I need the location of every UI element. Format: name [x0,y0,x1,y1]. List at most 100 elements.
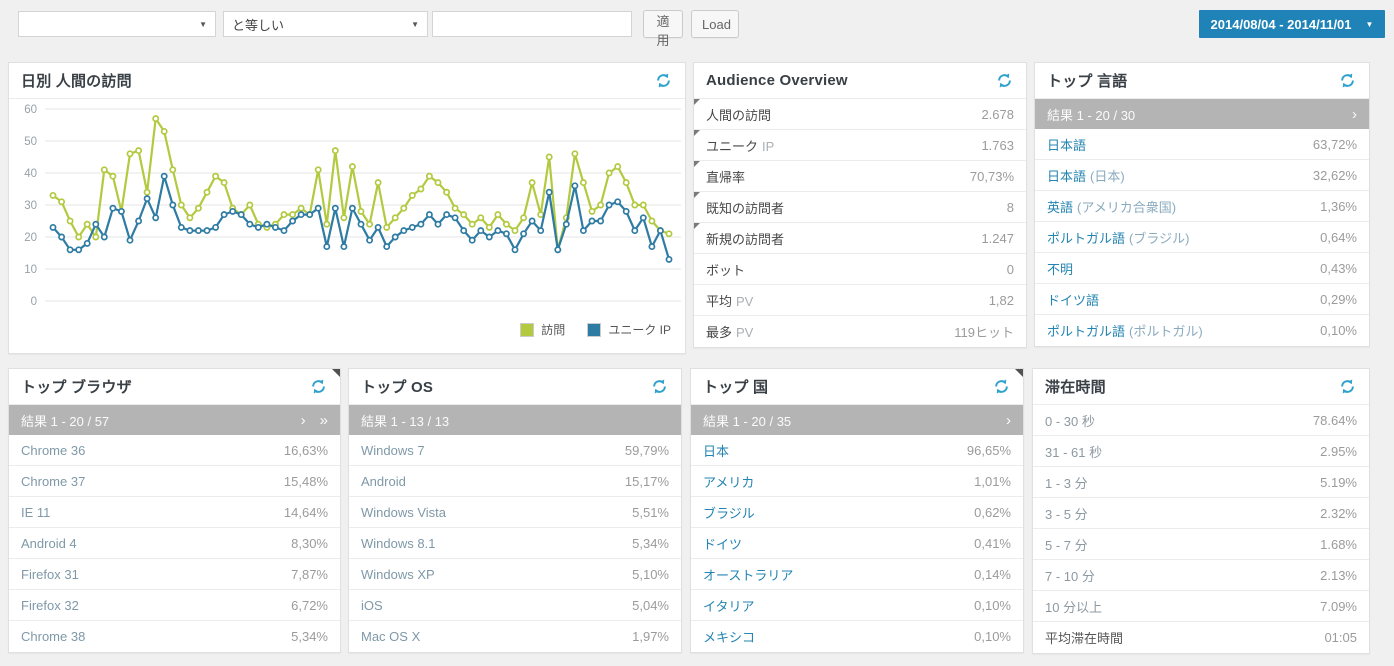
svg-text:60: 60 [24,104,37,116]
list-item: Android 15,17% [349,466,681,497]
os-link[interactable]: Windows 7 [361,442,425,458]
language-link[interactable]: 日本語 [1047,137,1087,153]
next-page-icon[interactable]: › [1006,411,1011,429]
list-item: 日本語 (日本) 32,62% [1035,160,1369,191]
browser-link[interactable]: Android 4 [21,535,77,551]
list-item: 10 分以上 7.09% [1033,591,1369,622]
list-item: 日本語 63,72% [1035,129,1369,160]
metric-row: 新規の訪問者 1.247 [694,223,1026,254]
language-link[interactable]: ドイツ語 [1047,292,1100,308]
metric-label: ボット [706,262,746,278]
percent-value: 0,62% [974,504,1011,520]
refresh-icon[interactable] [651,378,669,396]
list-item: 日本 96,65% [691,435,1023,466]
list-item: 31 - 61 秒 2.95% [1033,436,1369,467]
tooltip-notch-icon [694,192,700,198]
language-link[interactable]: ポルトガル語 [1047,230,1126,246]
percent-value: 1,01% [974,473,1011,489]
percent-value: 16,63% [283,442,328,458]
percent-value: 59,79% [624,442,669,458]
country-link[interactable]: アメリカ [703,474,755,490]
list-item: ブラジル 0,62% [691,497,1023,528]
percent-value: 1.68% [1320,536,1357,552]
percent-value: 0,43% [1320,260,1357,276]
browser-link[interactable]: Chrome 36 [21,442,86,458]
language-sublabel: (日本) [1090,168,1125,184]
list-item: iOS 5,04% [349,590,681,621]
list-item: イタリア 0,10% [691,590,1023,621]
metric-label: 人間の訪問 [706,107,772,123]
browser-link[interactable]: Firefox 32 [21,597,79,613]
list-item: 7 - 10 分 2.13% [1033,560,1369,591]
browser-link[interactable]: Chrome 37 [21,473,86,489]
os-link[interactable]: Android [361,473,406,489]
os-link[interactable]: Mac OS X [361,629,421,644]
list-item: Windows 7 59,79% [349,435,681,466]
percent-value: 0,10% [1320,323,1357,338]
country-link[interactable]: イタリア [703,598,755,614]
metric-value: 1.763 [981,137,1014,153]
country-link[interactable]: メキシコ [703,630,756,645]
filter-field-select[interactable]: ▼ [18,11,216,37]
language-link[interactable]: ポルトガル語 [1047,324,1126,339]
refresh-icon[interactable] [1339,378,1357,396]
list-item: Chrome 36 16,63% [9,435,340,466]
list-item: 英語 (アメリカ合衆国) 1,36% [1035,191,1369,222]
country-link[interactable]: オーストラリア [703,567,794,583]
svg-text:0: 0 [31,296,37,308]
country-link[interactable]: 日本 [703,443,730,459]
refresh-icon[interactable] [993,378,1011,396]
percent-value: 5,34% [632,535,669,551]
legend-label: ユニーク IP [608,323,671,337]
percent-value: 32,62% [1312,167,1357,183]
list-item: 1 - 3 分 5.19% [1033,467,1369,498]
browser-link[interactable]: Chrome 38 [21,629,86,644]
browser-link[interactable]: IE 11 [21,504,51,520]
country-link[interactable]: ブラジル [703,505,755,521]
chevron-down-icon: ▼ [199,19,207,29]
language-link[interactable]: 英語 [1047,199,1074,215]
tooltip-notch-icon [694,130,700,136]
metric-row: ユニーク IP 1.763 [694,130,1026,161]
filter-operator-value: と等しい [232,17,285,33]
os-link[interactable]: Windows Vista [361,504,447,520]
country-link[interactable]: ドイツ [703,536,743,552]
percent-value: 5,04% [632,597,669,613]
panel-title: 滞在時間 [1045,379,1106,396]
last-page-icon[interactable]: » [319,411,328,429]
duration-label: 3 - 5 分 [1045,506,1088,522]
filter-operator-select[interactable]: と等しい ▼ [223,11,428,37]
percent-value: 1,36% [1320,198,1357,214]
svg-text:50: 50 [24,136,37,148]
browser-link[interactable]: Firefox 31 [21,566,79,582]
date-range-button[interactable]: 2014/08/04 - 2014/11/01 ▼ [1199,10,1385,38]
next-page-icon[interactable]: › [300,411,306,429]
percent-value: 0,29% [1320,291,1357,307]
refresh-icon[interactable] [310,378,328,396]
load-button[interactable]: Load [691,10,739,38]
refresh-icon[interactable] [655,72,673,90]
chevron-down-icon: ▼ [1365,19,1374,29]
filter-value-input[interactable] [432,11,632,37]
language-link[interactable]: 日本語 [1047,168,1087,184]
metric-value: 0 [1006,261,1014,277]
results-bar: 結果 1 - 13 / 13 [349,405,681,435]
os-link[interactable]: iOS [361,597,383,613]
refresh-icon[interactable] [996,72,1014,90]
language-sublabel: (ブラジル) [1129,230,1190,246]
list-item: アメリカ 1,01% [691,466,1023,497]
list-item: 平均滞在時間 01:05 [1033,622,1369,653]
percent-value: 0,41% [974,535,1011,551]
language-link[interactable]: 不明 [1047,261,1074,277]
refresh-icon[interactable] [1339,72,1357,90]
metric-row: 平均 PV 1,82 [694,285,1026,316]
percent-value: 8,30% [291,535,328,551]
next-page-icon[interactable]: › [1352,105,1357,123]
os-link[interactable]: Windows XP [361,566,435,582]
os-link[interactable]: Windows 8.1 [361,535,436,551]
list-item: IE 11 14,64% [9,497,340,528]
chevron-down-icon: ▼ [411,19,419,29]
duration-label: 0 - 30 秒 [1045,413,1095,429]
apply-button[interactable]: 適用 [643,10,683,48]
panel-daily-visits: 日別 人間の訪問 0 10 20 30 40 50 60 訪問 ユニーク IP [8,62,686,354]
